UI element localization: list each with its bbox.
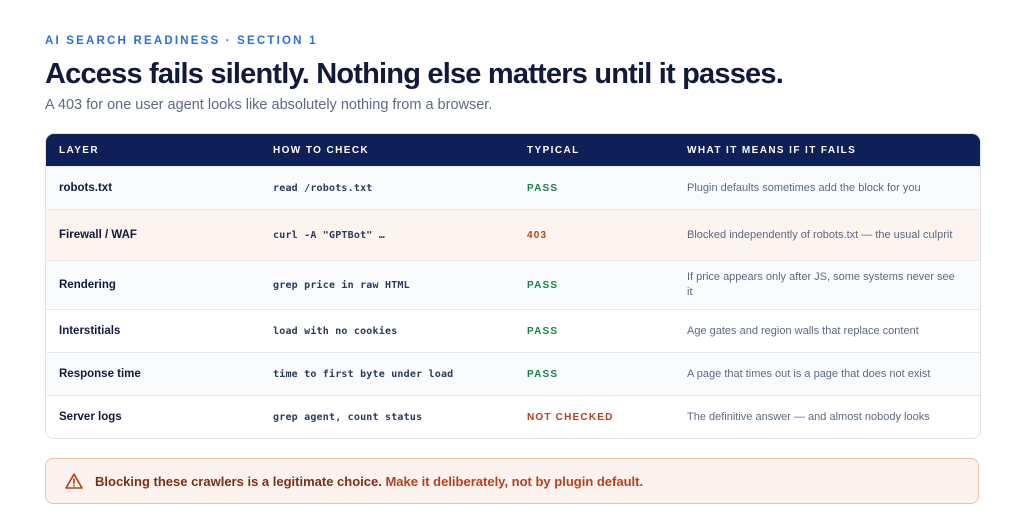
cell-check: grep price in raw HTML (273, 279, 410, 291)
section-eyebrow: AI SEARCH READINESS · SECTION 1 (45, 35, 318, 47)
cell-meaning: A page that times out is a page that doe… (687, 367, 931, 380)
cell-check: grep agent, count status (273, 411, 423, 423)
table-row: robots.txt read /robots.txt PASS Plugin … (46, 166, 980, 209)
callout-lead: Blocking these crawlers is a legitimate … (95, 473, 382, 489)
cell-check: read /robots.txt (273, 182, 373, 194)
table-row: Rendering grep price in raw HTML PASS If… (46, 260, 980, 309)
cell-typical: NOT CHECKED (527, 411, 614, 423)
cell-layer: Rendering (59, 279, 116, 291)
cell-typical: PASS (527, 182, 559, 194)
table-header: LAYER HOW TO CHECK TYPICAL WHAT IT MEANS… (46, 134, 980, 166)
cell-check: time to first byte under load (273, 368, 454, 380)
cell-typical: PASS (527, 368, 559, 380)
cell-meaning: The definitive answer — and almost nobod… (687, 410, 930, 423)
page: AI SEARCH READINESS · SECTION 1 Access f… (45, 35, 981, 504)
table-row: Interstitials load with no cookies PASS … (46, 309, 980, 352)
column-header-meaning: WHAT IT MEANS IF IT FAILS (687, 144, 857, 156)
page-title: Access fails silently. Nothing else matt… (45, 58, 784, 90)
table-row: Server logs grep agent, count status NOT… (46, 395, 980, 438)
cell-typical: PASS (527, 279, 559, 291)
callout-emphasis: Make it deliberately, not by plugin defa… (385, 473, 644, 489)
page-subtitle: A 403 for one user agent looks like abso… (45, 97, 493, 113)
cell-layer: Response time (59, 368, 141, 380)
cell-typical: 403 (527, 229, 548, 241)
warning-icon (65, 473, 83, 489)
cell-meaning: Age gates and region walls that replace … (687, 324, 919, 337)
callout-text: Blocking these crawlers is a legitimate … (95, 474, 643, 489)
column-header-how-to-check: HOW TO CHECK (273, 144, 370, 156)
table-row: Firewall / WAF curl -A "GPTBot" … 403 Bl… (46, 209, 980, 260)
cell-check: curl -A "GPTBot" … (273, 229, 385, 241)
readiness-table: LAYER HOW TO CHECK TYPICAL WHAT IT MEANS… (45, 133, 981, 439)
cell-layer: robots.txt (59, 182, 113, 194)
cell-meaning: Blocked independently of robots.txt — th… (687, 228, 953, 241)
column-header-typical: TYPICAL (527, 144, 580, 156)
table-row: Response time time to first byte under l… (46, 352, 980, 395)
warning-callout: Blocking these crawlers is a legitimate … (45, 458, 979, 504)
cell-layer: Firewall / WAF (59, 229, 137, 241)
column-header-layer: LAYER (59, 144, 99, 156)
cell-layer: Interstitials (59, 325, 121, 337)
cell-layer: Server logs (59, 411, 122, 423)
cell-meaning: Plugin defaults sometimes add the block … (687, 181, 921, 194)
cell-typical: PASS (527, 325, 559, 337)
cell-check: load with no cookies (273, 325, 398, 337)
cell-meaning: If price appears only after JS, some sys… (687, 271, 955, 298)
